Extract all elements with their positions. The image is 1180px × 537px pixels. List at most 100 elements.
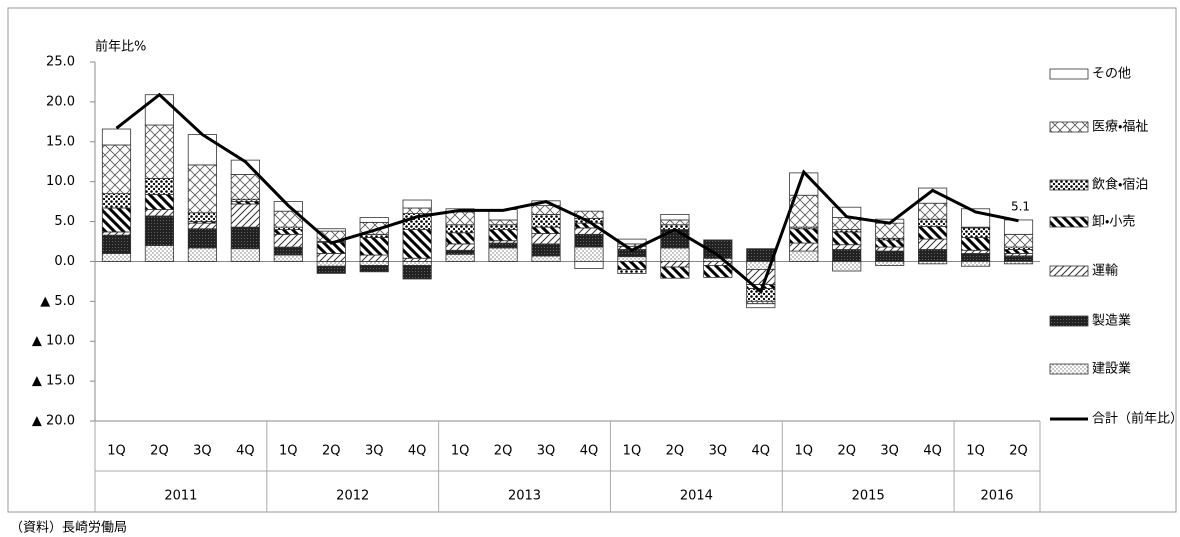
bar-segment [960,261,991,267]
bar-segment [187,222,217,230]
bar-segment [144,215,175,246]
legend-swatch [1049,216,1089,228]
bar-segment [617,261,647,270]
bar-segment [230,226,260,250]
bar-segment [1003,233,1034,248]
bar-segment [875,222,905,239]
x-tick-label: 2Q [150,444,169,459]
legend-swatch [1049,121,1089,133]
bar-segment [402,257,432,262]
x-tick-label: 1Q [966,444,985,459]
legend-label: 建設業 [1092,361,1131,377]
bar-segment [875,261,905,266]
bar-segment [316,228,346,232]
bar-segment [875,239,905,248]
x-tick-label: 1Q [107,444,126,459]
bar-segment [789,250,819,262]
bar-segment [960,237,991,251]
bar-segment [832,244,862,250]
bar-segment [187,228,217,249]
bar-segment [359,237,389,256]
bar-segment [316,253,346,262]
legend-label: 製造業 [1092,313,1131,329]
bar-segment [359,265,389,273]
bar-segment [101,207,132,233]
bar-segment [445,249,475,255]
bar-segment [660,247,690,262]
bar-segment [101,193,132,209]
x-tick-label: 1Q [623,444,642,459]
legend-swatch [1049,68,1089,80]
legend-swatch [1049,179,1089,191]
x-tick-label: 2Q [322,444,341,459]
x-tick-label: 2Q [494,444,513,459]
bar-segment [574,246,604,262]
y-tick-label: ▲ 5.0 [40,294,75,309]
bar-segment [445,232,475,245]
source: （資料）長崎労働局 [10,521,127,536]
bar-segment [230,248,260,262]
x-tick-label: 4Q [408,444,427,459]
bar-segment [101,128,132,146]
bar-segment [230,203,260,228]
data-label: 5.1 [1011,199,1030,213]
bar-segment [660,213,690,221]
bar-segment [918,202,948,220]
y-unit-label: 前年比% [95,39,146,55]
bar-segment [316,261,346,267]
chart-frame [7,7,1177,513]
y-tick-label: ▲ 20.0 [32,414,75,429]
y-tick-label: 10.0 [46,174,75,189]
legend-label: 卸・小売 [1092,214,1135,230]
y-tick-label: 25.0 [46,55,75,70]
bar-segment [101,231,132,236]
year-label: 2016 [980,489,1013,504]
bar-segment [832,261,862,272]
bar-segment [445,243,475,251]
legend-label: 医療・福祉 [1092,120,1148,135]
total-line [115,92,1019,295]
bar-segment [187,247,217,262]
year-label: 2014 [680,489,713,504]
bar-segment [960,253,991,262]
year-label: 2012 [336,489,369,504]
bar-segment [918,238,948,250]
year-label: 2013 [508,489,541,504]
bar-segment [918,249,948,262]
legend-swatch [1049,315,1089,327]
bar-segment [789,228,819,244]
x-tick-label: 2Q [1009,444,1028,459]
y-tick-label: 20.0 [46,94,75,109]
y-tick-label: 15.0 [46,134,75,149]
bar-segment [273,246,303,256]
bar-segment [660,229,690,249]
bar-segment [617,269,647,274]
bar-segment [531,255,561,262]
bar-segment [230,174,260,200]
x-tick-label: 1Q [794,444,813,459]
bar-segment [402,265,432,280]
x-tick-label: 2Q [837,444,856,459]
bar-segment [445,211,475,226]
legend-swatch [1049,363,1089,375]
bar-segment [488,247,518,262]
bar-segment [273,229,303,235]
bar-segment [960,249,991,254]
bar-segment [875,246,905,252]
year-label: 2011 [164,489,197,504]
bar-segment [101,144,132,195]
bar-segment [144,194,175,210]
bar-segment [488,224,518,230]
legend-label: 運輸 [1092,264,1118,279]
bar-segment [144,124,175,179]
bar-segment [918,225,948,240]
bar-segment [101,253,132,262]
bar-segment [101,234,132,254]
x-tick-label: 3Q [193,444,212,459]
bar-segment [187,212,217,222]
bar-segment [359,261,389,266]
bar-segment [488,242,518,249]
x-tick-label: 3Q [537,444,556,459]
bar-segment [273,233,303,248]
